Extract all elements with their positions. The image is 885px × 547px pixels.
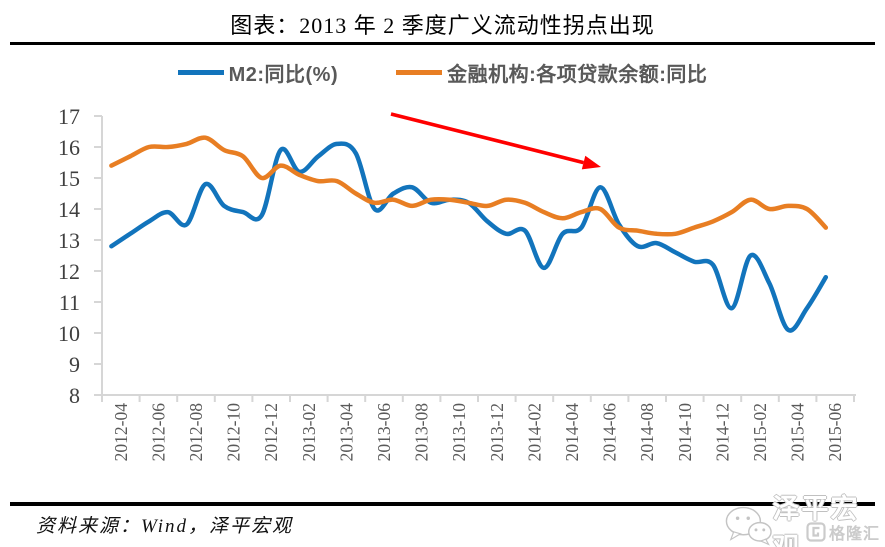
svg-text:2013-10: 2013-10 bbox=[449, 403, 469, 462]
svg-text:14: 14 bbox=[58, 197, 80, 222]
svg-text:2014-10: 2014-10 bbox=[675, 403, 695, 462]
svg-text:2013-06: 2013-06 bbox=[374, 403, 394, 462]
svg-text:9: 9 bbox=[69, 352, 80, 377]
svg-text:2013-12: 2013-12 bbox=[487, 403, 507, 461]
svg-text:2014-12: 2014-12 bbox=[712, 403, 732, 461]
svg-text:11: 11 bbox=[59, 290, 80, 315]
svg-text:2013-04: 2013-04 bbox=[336, 403, 356, 462]
svg-text:2014-06: 2014-06 bbox=[600, 403, 620, 462]
svg-text:16: 16 bbox=[58, 135, 80, 160]
svg-text:2012-04: 2012-04 bbox=[111, 403, 131, 462]
svg-text:8: 8 bbox=[69, 383, 80, 408]
svg-text:2012-12: 2012-12 bbox=[261, 403, 281, 461]
wechat-watermark: 泽平宏观 bbox=[724, 487, 885, 547]
wechat-icon bbox=[725, 506, 772, 546]
legend-label-loans: 金融机构:各项贷款余额:同比 bbox=[447, 64, 708, 86]
svg-text:13: 13 bbox=[58, 228, 80, 253]
svg-text:2014-02: 2014-02 bbox=[524, 403, 544, 461]
legend-label-m2: M2:同比(%) bbox=[228, 64, 339, 86]
svg-text:2015-04: 2015-04 bbox=[788, 403, 808, 462]
legend-item-m2: M2:同比(%) bbox=[177, 58, 339, 87]
legend-item-loans: 金融机构:各项贷款余额:同比 bbox=[396, 58, 707, 87]
gelonghui-watermark: 格隆汇 bbox=[806, 520, 880, 544]
svg-text:2012-06: 2012-06 bbox=[148, 403, 168, 462]
footer-divider bbox=[10, 502, 875, 506]
svg-text:2015-02: 2015-02 bbox=[750, 403, 770, 461]
svg-text:2014-08: 2014-08 bbox=[637, 403, 657, 462]
m2-line-swatch bbox=[177, 70, 224, 75]
gelonghui-icon bbox=[806, 522, 826, 542]
source-note: 资料来源：Wind，泽平宏观 bbox=[36, 516, 294, 537]
title-divider bbox=[10, 42, 875, 45]
svg-text:2012-10: 2012-10 bbox=[224, 403, 244, 462]
svg-text:10: 10 bbox=[58, 321, 80, 346]
svg-text:2015-06: 2015-06 bbox=[825, 403, 845, 462]
svg-text:17: 17 bbox=[58, 104, 80, 129]
svg-text:12: 12 bbox=[58, 259, 80, 284]
svg-text:15: 15 bbox=[58, 166, 80, 191]
loans-line-swatch bbox=[396, 70, 443, 75]
svg-text:2012-08: 2012-08 bbox=[186, 403, 206, 462]
chart-title: 图表：2013 年 2 季度广义流动性拐点出现 bbox=[230, 13, 655, 38]
wechat-watermark-label: 泽平宏观 bbox=[772, 494, 860, 547]
svg-text:2014-04: 2014-04 bbox=[562, 403, 582, 462]
svg-text:2013-02: 2013-02 bbox=[299, 403, 319, 461]
legend: M2:同比(%) 金融机构:各项贷款余额:同比 bbox=[0, 58, 885, 87]
svg-text:2013-08: 2013-08 bbox=[412, 403, 432, 462]
gelonghui-label: 格隆汇 bbox=[828, 526, 880, 543]
